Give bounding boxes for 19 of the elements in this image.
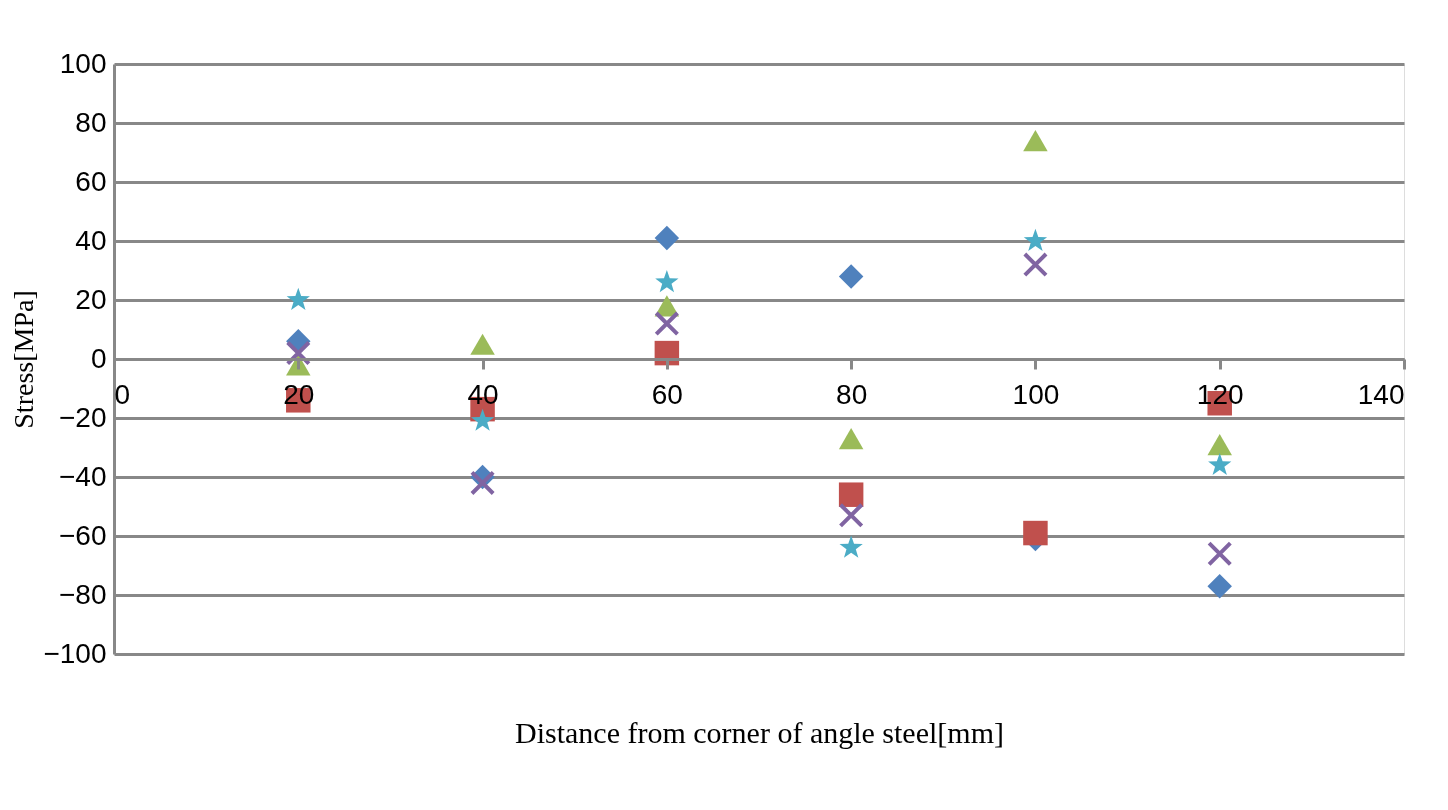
y-tick-label: 40 xyxy=(75,224,107,256)
x-tick-label: 100 xyxy=(1012,378,1060,410)
y-tick-label: 20 xyxy=(75,283,107,315)
y-tick-label: −100 xyxy=(43,637,107,669)
y-tick-label: −80 xyxy=(59,578,107,610)
x-tick-label: 140 xyxy=(1357,378,1405,410)
y-axis-title: Stress[MPa] xyxy=(8,290,40,429)
y-tick-label: 80 xyxy=(75,106,107,138)
x-tick-label: 80 xyxy=(836,378,868,410)
y-tick-label: −20 xyxy=(59,401,107,433)
y-tick-label: 60 xyxy=(75,165,107,197)
x-axis-title: Distance from corner of angle steel[mm] xyxy=(515,715,1004,749)
x-tick-label: 0 xyxy=(114,378,131,410)
y-tick-label: 100 xyxy=(59,47,107,79)
y-tick-label: 0 xyxy=(90,342,107,374)
x-tick-label: 60 xyxy=(651,378,683,410)
y-tick-label: −40 xyxy=(59,460,107,492)
x-tick-label: 120 xyxy=(1196,378,1244,410)
y-tick-label: −60 xyxy=(59,519,107,551)
